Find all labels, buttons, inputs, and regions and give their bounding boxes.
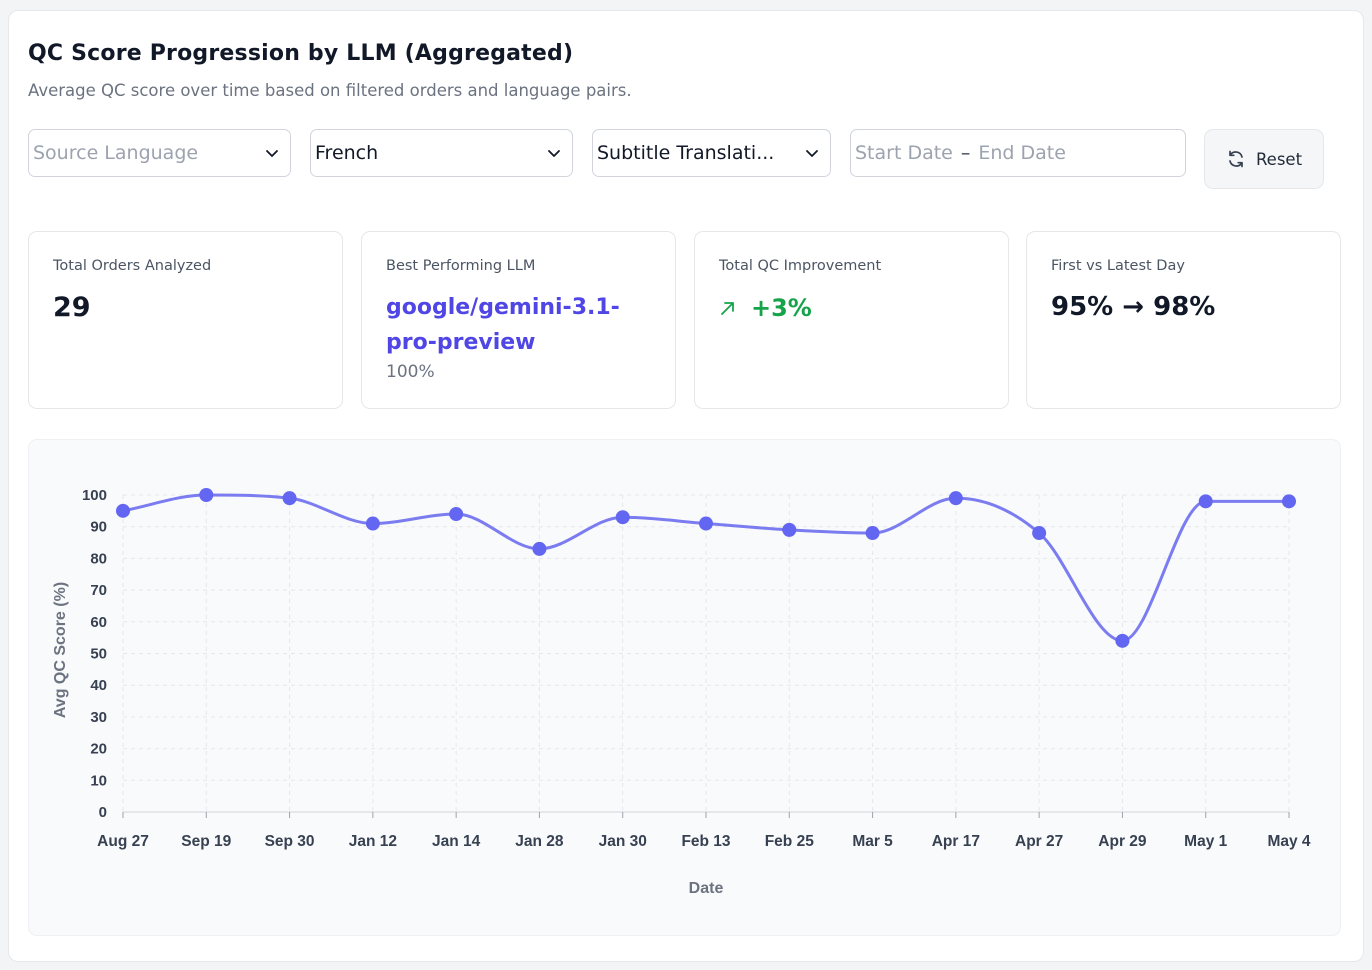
- x-tick-label: Jan 14: [432, 833, 481, 850]
- stat-label: Total Orders Analyzed: [53, 258, 212, 274]
- x-tick-label: Sep 19: [181, 833, 231, 850]
- y-tick-label: 0: [99, 804, 107, 821]
- y-tick-label: 90: [90, 519, 107, 536]
- series-points: [116, 488, 1296, 648]
- x-tick-label: Jan 28: [515, 833, 564, 850]
- y-axis-ticks: 0 10 20 30 40 50 60 70 80 90 100: [82, 487, 107, 821]
- y-tick-label: 80: [90, 550, 107, 567]
- y-tick-label: 10: [90, 772, 107, 789]
- service-select[interactable]: Subtitle Translati...: [592, 129, 831, 177]
- date-range-input[interactable]: Start Date – End Date: [850, 129, 1186, 177]
- x-tick-label: Feb 13: [681, 833, 730, 850]
- trending-up-arrow-icon: [721, 302, 734, 315]
- best-llm-name: google/gemini-3.1-pro-preview: [386, 295, 620, 355]
- x-tick-label: Apr 27: [1015, 833, 1063, 850]
- data-point[interactable]: [532, 541, 547, 556]
- x-axis-ticks: Aug 27 Sep 19 Sep 30 Jan 12 Jan 14 Jan 28 Jan …: [97, 812, 1311, 850]
- data-point[interactable]: [1115, 633, 1130, 648]
- best-llm-score: 100%: [386, 362, 435, 382]
- source-language-placeholder: Source Language: [33, 142, 199, 164]
- start-date-placeholder: Start Date: [855, 142, 953, 164]
- data-point[interactable]: [1198, 494, 1213, 509]
- stat-label: First vs Latest Day: [1051, 258, 1185, 274]
- improvement-value-row: +3%: [719, 294, 812, 322]
- date-separator: –: [960, 142, 971, 164]
- data-point[interactable]: [282, 491, 297, 506]
- data-point[interactable]: [699, 516, 713, 531]
- y-tick-label: 70: [90, 582, 107, 599]
- service-value: Subtitle Translati...: [597, 142, 775, 164]
- stat-value: 95% → 98%: [1051, 292, 1216, 322]
- data-point[interactable]: [449, 507, 464, 522]
- chevron-down-icon: [266, 150, 278, 157]
- x-axis-label: Date: [689, 880, 724, 897]
- y-tick-label: 30: [90, 709, 107, 726]
- data-point[interactable]: [1282, 494, 1296, 509]
- y-tick-label: 20: [90, 741, 107, 758]
- chart-container: 0 10 20 30 40 50 60 70 80 90 100 Aug 27 Sep 19 Sep 3…: [28, 439, 1341, 936]
- stat-first-vs-latest: First vs Latest Day 95% → 98%: [1026, 231, 1341, 409]
- stat-total-improvement: Total QC Improvement +3%: [694, 231, 1009, 409]
- x-tick-label: Sep 30: [265, 833, 315, 850]
- y-tick-label: 100: [82, 487, 107, 504]
- y-axis-label: Avg QC Score (%): [52, 582, 69, 718]
- data-point[interactable]: [865, 526, 880, 541]
- data-point[interactable]: [199, 488, 214, 502]
- x-tick-label: Apr 17: [932, 833, 980, 850]
- source-language-select[interactable]: Source Language: [28, 129, 291, 177]
- x-tick-label: Feb 25: [765, 833, 814, 850]
- improvement-value: +3%: [751, 294, 812, 322]
- stat-value: 29: [53, 292, 91, 323]
- stat-total-orders: Total Orders Analyzed 29: [28, 231, 343, 409]
- target-language-value: French: [315, 142, 379, 164]
- end-date-placeholder: End Date: [978, 142, 1066, 164]
- page-title: QC Score Progression by LLM (Aggregated): [28, 41, 574, 66]
- data-point[interactable]: [948, 491, 963, 506]
- stat-label: Best Performing LLM: [386, 258, 536, 274]
- stat-best-llm: Best Performing LLM google/gemini-3.1-pr…: [361, 231, 676, 409]
- chevron-down-icon: [806, 150, 818, 157]
- x-tick-label: Jan 12: [349, 833, 397, 850]
- data-point[interactable]: [782, 522, 797, 537]
- x-tick-label: May 1: [1184, 833, 1227, 850]
- data-point[interactable]: [116, 503, 130, 518]
- y-tick-label: 40: [90, 677, 107, 694]
- data-point[interactable]: [365, 516, 380, 531]
- data-point[interactable]: [615, 510, 630, 525]
- stat-label: Total QC Improvement: [719, 258, 882, 274]
- x-tick-label: May 4: [1267, 833, 1310, 850]
- refresh-icon: [1229, 150, 1243, 168]
- x-tick-label: Mar 5: [852, 833, 893, 850]
- target-language-select[interactable]: French: [310, 129, 573, 177]
- data-point[interactable]: [1032, 526, 1047, 541]
- y-tick-label: 60: [90, 614, 107, 631]
- x-tick-label: Apr 29: [1098, 833, 1147, 850]
- reset-button[interactable]: Reset: [1204, 129, 1324, 189]
- qc-score-card: QC Score Progression by LLM (Aggregated)…: [8, 10, 1364, 962]
- reset-label: Reset: [1255, 149, 1303, 169]
- x-tick-label: Aug 27: [97, 833, 149, 850]
- x-tick-label: Jan 30: [599, 833, 647, 850]
- chart-grid: [122, 494, 1290, 813]
- chevron-down-icon: [548, 150, 560, 157]
- page-subtitle: Average QC score over time based on filt…: [28, 81, 632, 100]
- y-tick-label: 50: [90, 646, 107, 663]
- qc-score-line-chart: 0 10 20 30 40 50 60 70 80 90 100 Aug 27 Sep 19 Sep 3…: [52, 487, 1311, 897]
